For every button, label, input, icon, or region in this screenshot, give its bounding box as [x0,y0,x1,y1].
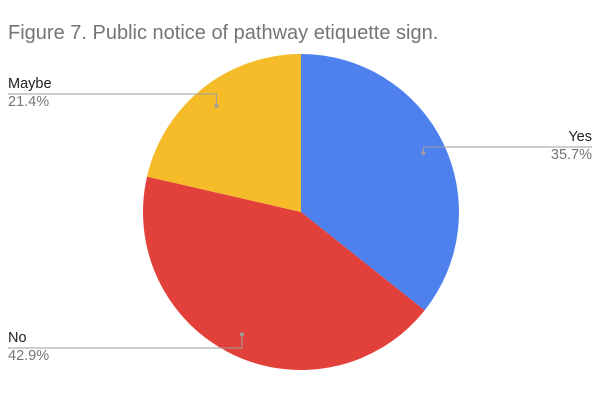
slice-label-no: No [8,330,27,346]
leader-line-no [8,334,243,349]
pie-labels: Yes 35.7% No 42.9% Maybe 21.4% [8,76,592,364]
leader-dot-no [239,332,244,337]
chart-title: Figure 7. Public notice of pathway etiqu… [8,22,438,44]
leader-dot-maybe [214,103,219,108]
pie-slices [142,54,459,370]
slice-label-maybe: Maybe [8,76,52,92]
slice-label-yes: Yes [568,129,592,145]
slice-value-no: 42.9% [8,348,49,364]
slice-value-yes: 35.7% [551,147,592,163]
pie-slice-no [142,176,425,370]
leader-dot-yes [421,150,426,155]
pie-slice-yes [301,54,459,311]
pie-slice-maybe [147,54,301,212]
leader-line-maybe [8,93,217,106]
slice-value-maybe: 21.4% [8,94,49,110]
